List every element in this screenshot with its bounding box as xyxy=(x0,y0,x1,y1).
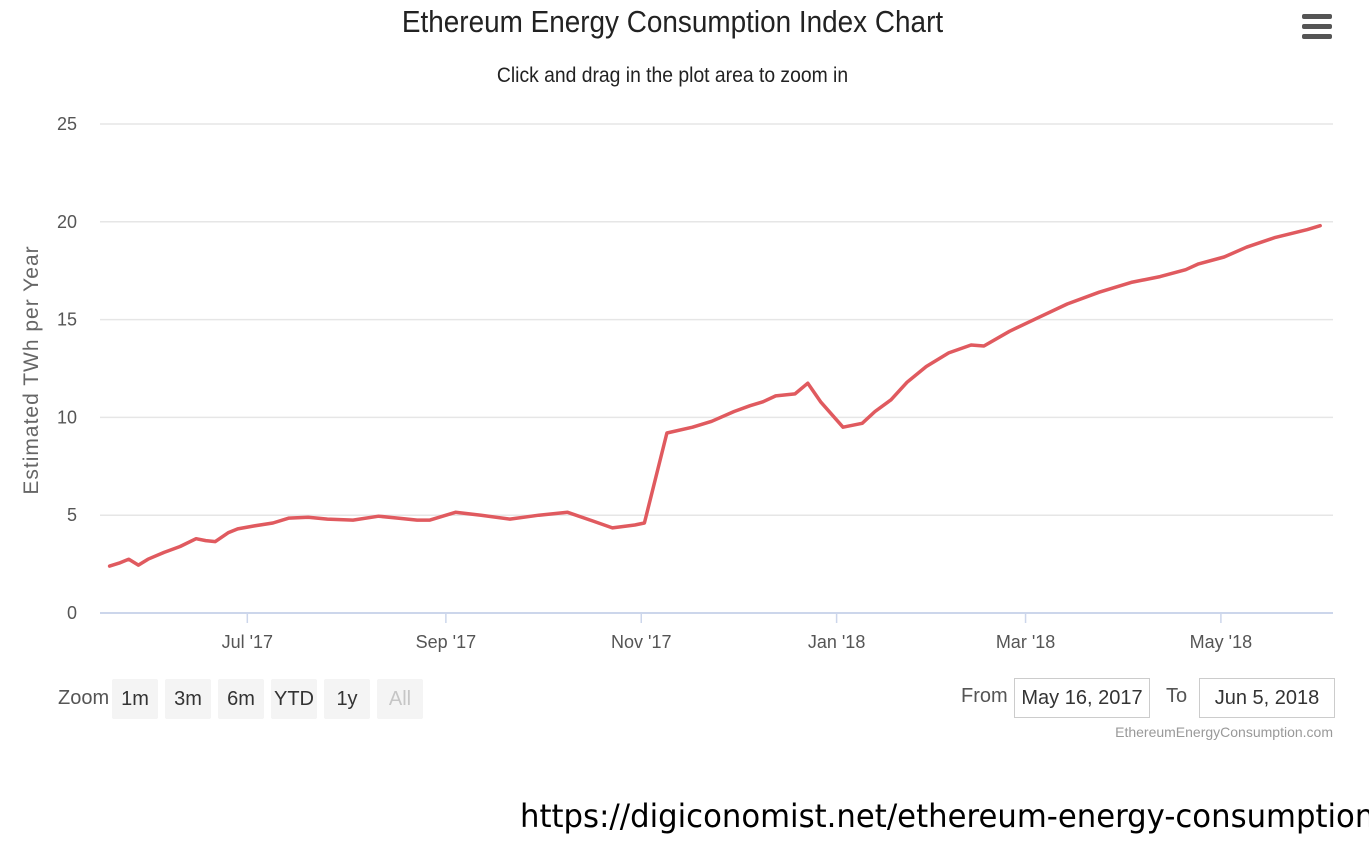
x-axis: Jul '17 Sep '17 Nov '17 Jan '18 Mar '18 May '… xyxy=(222,613,1252,652)
from-label: From xyxy=(961,685,1008,707)
zoom-all-button[interactable]: All xyxy=(377,679,423,719)
zoom-ytd-button[interactable]: YTD xyxy=(271,679,317,719)
x-tick-label: Nov '17 xyxy=(611,632,671,652)
grid-lines xyxy=(100,123,1333,614)
line-chart[interactable]: 0 5 10 15 20 25 Jul '17 Sep '17 Nov '17 Jan '18 M… xyxy=(0,0,1369,670)
x-tick-label: Jul '17 xyxy=(222,632,273,652)
x-tick-label: Mar '18 xyxy=(996,632,1055,652)
energy-consumption-line[interactable] xyxy=(107,223,1322,568)
zoom-1y-button[interactable]: 1y xyxy=(324,679,370,719)
zoom-label: Zoom xyxy=(58,687,110,709)
to-label: To xyxy=(1166,685,1188,707)
x-tick-label: Jan '18 xyxy=(808,632,865,652)
y-tick-label: 10 xyxy=(57,407,77,427)
y-tick-label: 25 xyxy=(57,114,77,134)
from-date-input[interactable]: May 16, 2017 xyxy=(1014,678,1150,718)
zoom-3m-button[interactable]: 3m xyxy=(165,679,211,719)
zoom-1m-button[interactable]: 1m xyxy=(112,679,158,719)
y-tick-label: 20 xyxy=(57,212,77,232)
x-tick-label: Sep '17 xyxy=(416,632,477,652)
to-date-input[interactable]: Jun 5, 2018 xyxy=(1199,678,1335,718)
y-axis-ticks: 0 5 10 15 20 25 xyxy=(57,114,77,623)
chart-subtitle: Click and drag in the plot area to zoom … xyxy=(496,64,849,87)
hamburger-menu-icon[interactable] xyxy=(1302,14,1332,44)
y-axis-label: Estimated TWh per Year xyxy=(20,245,43,494)
y-tick-label: 5 xyxy=(67,505,77,525)
zoom-6m-button[interactable]: 6m xyxy=(218,679,264,719)
y-tick-label: 0 xyxy=(67,603,77,623)
chart-title: Ethereum Energy Consumption Index Chart xyxy=(401,4,944,39)
y-tick-label: 15 xyxy=(57,310,77,330)
x-tick-label: May '18 xyxy=(1190,632,1252,652)
chart-credit-link[interactable]: EthereumEnergyConsumption.com xyxy=(1115,724,1333,740)
source-url: https://digiconomist.net/ethereum-energy… xyxy=(520,797,1369,835)
